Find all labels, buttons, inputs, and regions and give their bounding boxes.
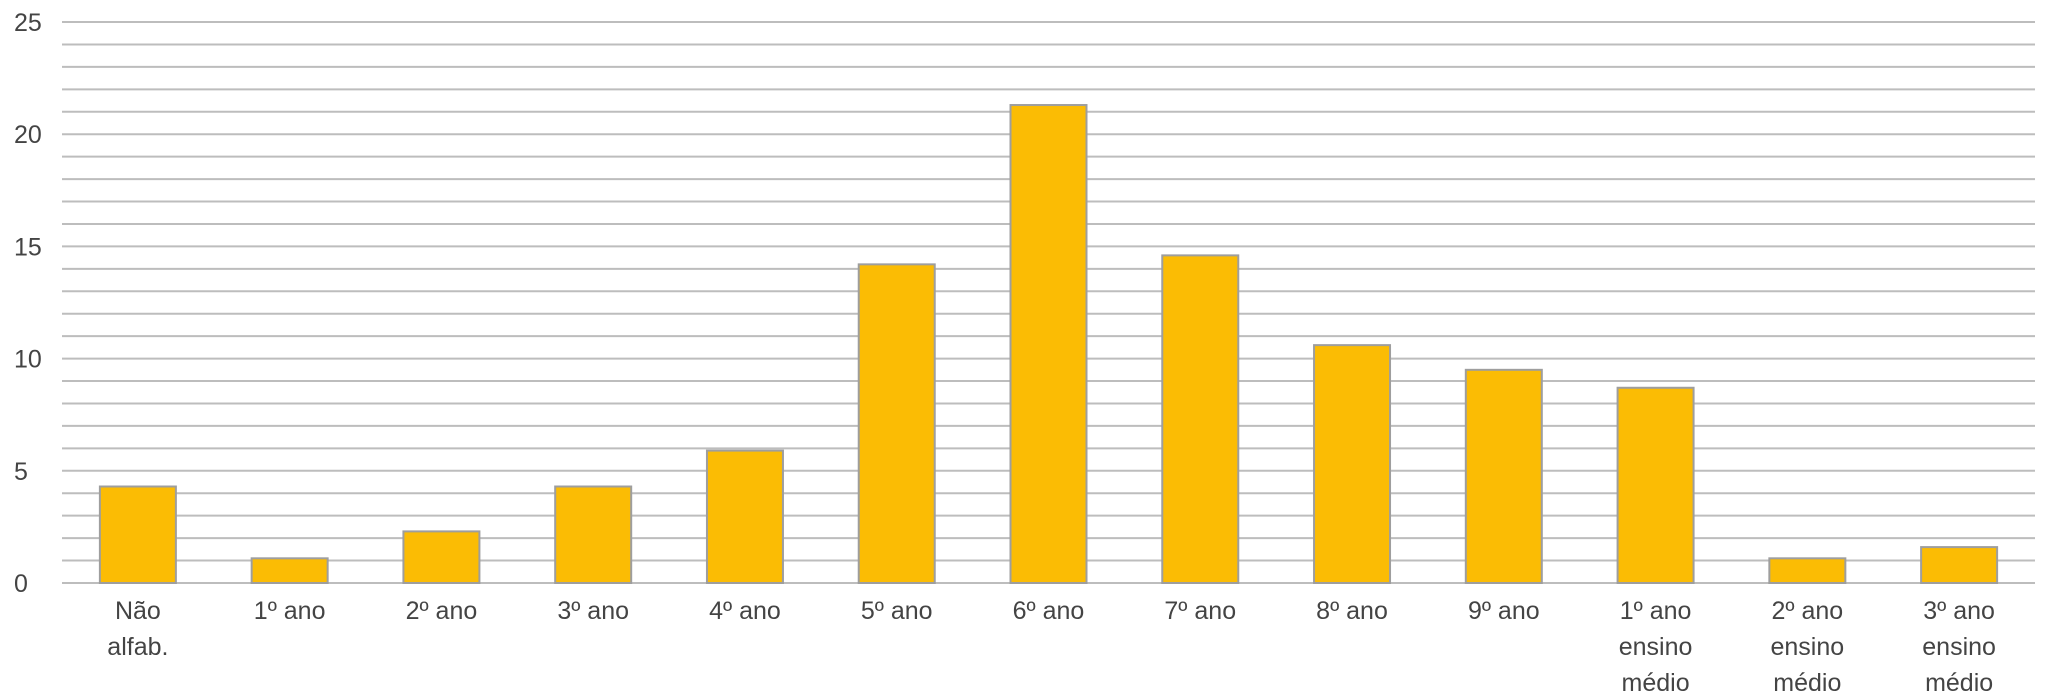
x-category-label-line: 5º ano [861,597,933,625]
x-category-label: 8º ano [1316,597,1388,625]
x-category-label-line: 1º ano [254,597,326,625]
x-category-label-line: 8º ano [1316,597,1388,625]
x-category-label-line: ensino [1922,633,1996,661]
x-category-label: 2º ano [406,597,478,625]
x-category-label-line: 2º ano [406,597,478,625]
y-tick-label: 0 [14,570,28,598]
bar [705,449,784,584]
bar [1616,386,1695,584]
bar [1464,368,1543,584]
bar [1313,344,1392,584]
x-category-label-line: ensino [1771,633,1845,661]
x-category-label-line: 2º ano [1771,597,1843,625]
y-tick-label: 20 [14,121,42,149]
bar [1920,546,1999,585]
bar [402,530,481,584]
x-category-label-line: 1º ano [1620,597,1692,625]
x-category-label-line: 7º ano [1164,597,1236,625]
y-axis-ticks: 0 5 10 15 20 25 [14,9,42,598]
x-category-label: Não alfab. [107,597,168,661]
x-category-label-line: 3º ano [557,597,629,625]
x-category-label: 2º ano ensino médio [1771,597,1845,697]
bar [1161,254,1240,584]
x-category-label-line: 6º ano [1013,597,1085,625]
x-axis-labels: Não alfab. 1º ano 2º ano 3º ano 4º ano 5º ano 6… [107,597,1996,697]
x-category-label-line: 9º ano [1468,597,1540,625]
x-category-label-line: médio [1925,669,1993,697]
bar [250,557,329,584]
bars [98,104,1999,585]
bar [98,485,177,584]
x-category-label: 3º ano ensino médio [1922,597,1996,697]
bar [1009,104,1088,584]
x-category-label: 6º ano [1013,597,1085,625]
x-category-label: 1º ano [254,597,326,625]
x-category-label-line: médio [1622,669,1690,697]
x-category-label: 5º ano [861,597,933,625]
y-tick-label: 5 [14,458,28,486]
x-category-label-line: ensino [1619,633,1693,661]
x-category-label-line: 4º ano [709,597,781,625]
x-category-label-line: 3º ano [1923,597,1995,625]
x-category-label: 1º ano ensino médio [1619,597,1693,697]
y-tick-label: 10 [14,346,42,374]
x-category-label: 4º ano [709,597,781,625]
x-category-label: 3º ano [557,597,629,625]
bar [1768,557,1847,584]
bar [554,485,633,584]
x-category-label-line: médio [1773,669,1841,697]
bar [857,263,936,584]
x-category-label: 9º ano [1468,597,1540,625]
y-tick-label: 15 [14,233,42,261]
x-category-label-line: alfab. [107,633,168,661]
x-category-label: 7º ano [1164,597,1236,625]
x-category-label-line: Não [115,597,161,625]
y-tick-label: 25 [14,9,42,37]
